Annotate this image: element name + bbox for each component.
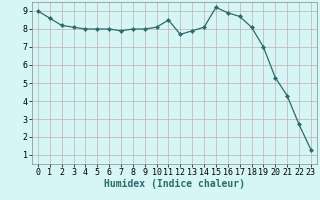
X-axis label: Humidex (Indice chaleur): Humidex (Indice chaleur) — [104, 179, 245, 189]
